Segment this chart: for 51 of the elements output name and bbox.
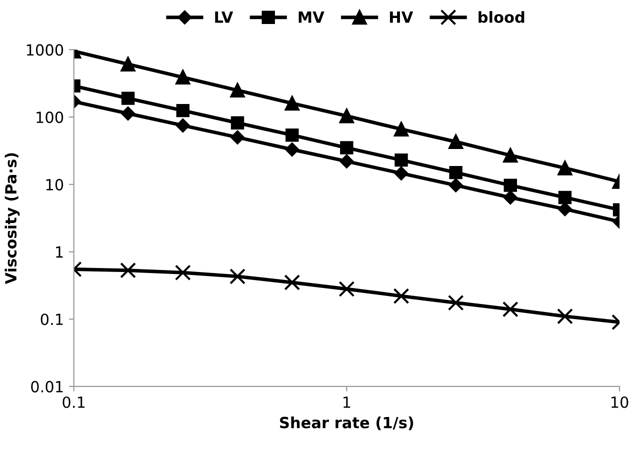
- point: [285, 142, 300, 156]
- point: [230, 268, 246, 284]
- point: [503, 190, 518, 204]
- point: [502, 301, 518, 318]
- point: [284, 96, 300, 111]
- x-tick-label: 10: [611, 396, 628, 408]
- y-tick-label: 1000: [26, 44, 64, 56]
- point: [393, 288, 410, 304]
- point: [176, 70, 190, 85]
- legend-label: LV: [215, 12, 234, 23]
- point: [230, 82, 245, 98]
- x-tick-label: 0.1: [62, 396, 85, 408]
- x-tick-label: 1: [344, 396, 350, 408]
- point: [121, 106, 135, 120]
- point: [339, 108, 354, 124]
- legend-label: MV: [298, 12, 324, 23]
- y-tick-label: 0.1: [40, 314, 63, 326]
- point: [558, 202, 572, 216]
- point: [556, 308, 573, 324]
- point: [394, 153, 408, 167]
- point: [340, 154, 354, 168]
- x-axis-title: Shear rate (1/s): [280, 416, 414, 430]
- point: [394, 166, 408, 180]
- point: [338, 281, 355, 297]
- point: [121, 92, 135, 105]
- point: [120, 262, 136, 278]
- point: [286, 128, 299, 142]
- point: [503, 148, 518, 163]
- point: [284, 274, 300, 290]
- point: [448, 134, 464, 150]
- point: [448, 178, 463, 192]
- point: [558, 160, 572, 176]
- y-tick-label: 1: [56, 246, 63, 258]
- y-tick-label: 10: [46, 178, 64, 190]
- legend-label: HV: [390, 12, 414, 23]
- point: [340, 141, 354, 154]
- point: [448, 294, 464, 311]
- point: [394, 122, 409, 137]
- point: [230, 130, 244, 144]
- point: [174, 264, 191, 281]
- legend-label: blood: [478, 11, 524, 23]
- point: [176, 118, 190, 132]
- point: [504, 178, 517, 192]
- point: [176, 104, 190, 118]
- point: [558, 190, 572, 204]
- y-tick-label: 100: [36, 112, 64, 124]
- point: [230, 116, 244, 130]
- point: [449, 166, 462, 180]
- y-tick-label: 0.01: [31, 380, 63, 392]
- y-axis-title: Viscosity (Pa·s): [4, 153, 20, 284]
- point: [120, 56, 136, 72]
